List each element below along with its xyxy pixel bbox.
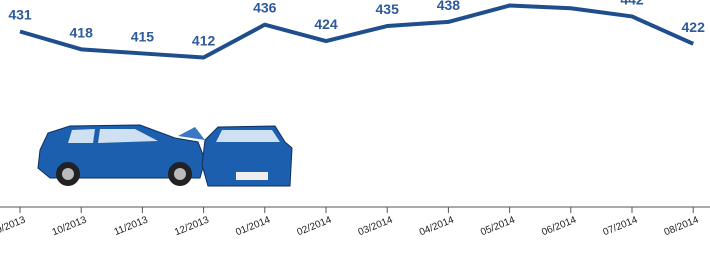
x-tick-label: 08/2014 [663, 214, 701, 238]
x-tick-label: 11/2013 [113, 214, 150, 238]
data-label: 415 [131, 28, 155, 44]
data-label: 442 [620, 0, 644, 7]
data-label: 424 [314, 16, 338, 32]
x-tick-label: 05/2014 [479, 214, 517, 238]
page: 09/2013 10/2013 11/2013 12/2013 01/2014 02/20… [0, 0, 710, 269]
data-label: 436 [253, 0, 277, 16]
data-label: 438 [437, 0, 461, 13]
x-tick-label: 12/2013 [173, 214, 211, 238]
data-label: 418 [70, 24, 94, 40]
data-label: 435 [376, 1, 400, 17]
x-tick-label: 10/2013 [51, 214, 89, 238]
x-tick-label: 02/2014 [295, 214, 333, 238]
x-tick-label: 09/2013 [0, 214, 28, 238]
chart: 09/2013 10/2013 11/2013 12/2013 01/2014 02/20… [0, 0, 710, 269]
data-label: 431 [8, 7, 32, 23]
x-tick-label: 07/2014 [601, 214, 639, 238]
car-crash-illustration [38, 125, 292, 186]
data-label: 412 [192, 33, 216, 49]
x-tick-label: 04/2014 [418, 214, 456, 238]
x-tick-label: 01/2014 [234, 214, 272, 238]
x-tick-label: 03/2014 [357, 214, 395, 238]
line [20, 5, 693, 57]
data-label: 422 [682, 19, 706, 35]
x-tick-label: 06/2014 [540, 214, 578, 238]
